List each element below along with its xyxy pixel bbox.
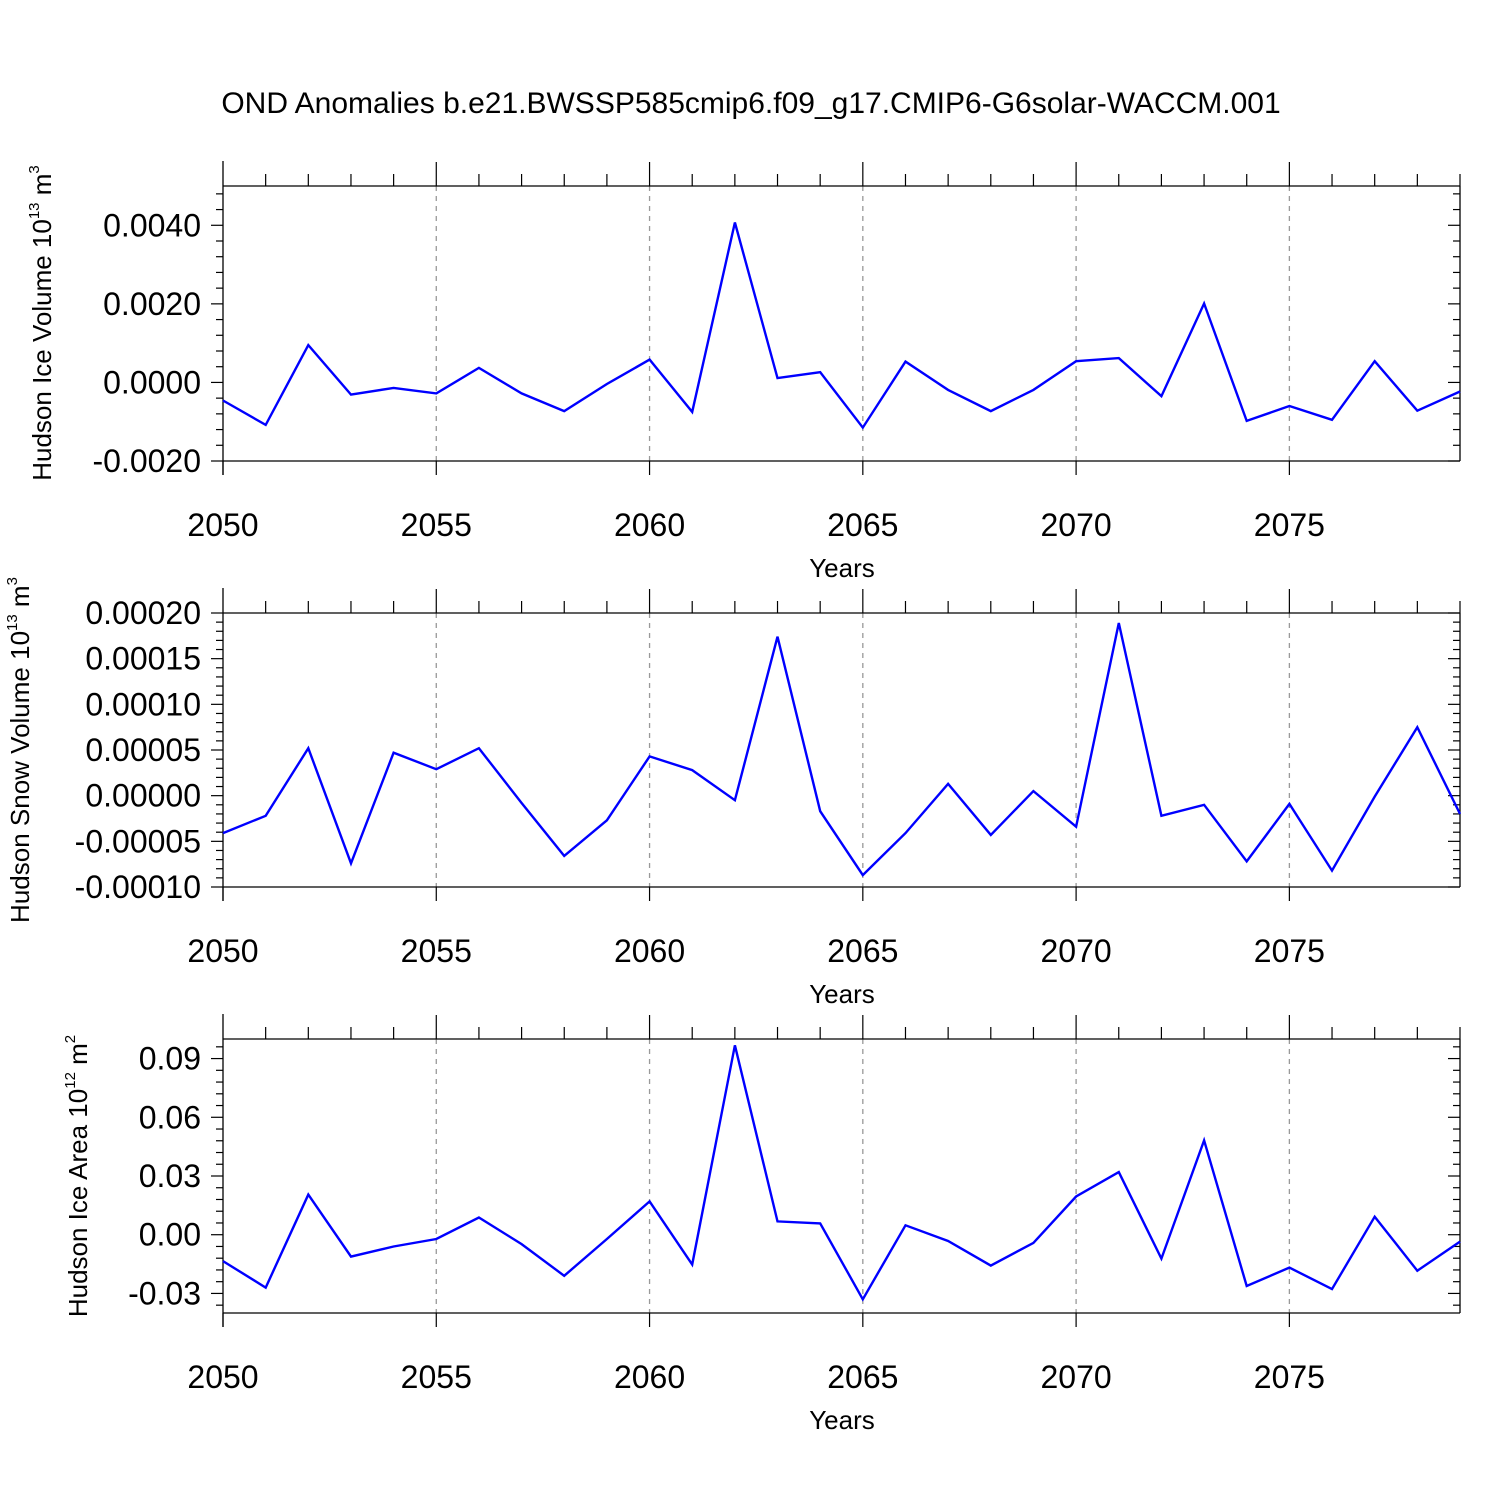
y-axis-label: Hudson Ice Area 1012 m2 — [62, 1035, 93, 1317]
panel-1: 2050 2055 2060 2065 2070 2075 Years -0.0020 0.00… — [26, 161, 1461, 583]
x-tick-label: 2070 — [1041, 507, 1112, 543]
x-tick-label: 2065 — [827, 507, 898, 543]
y-axis-label: Hudson Snow Volume 1013 m3 — [4, 577, 35, 923]
y-tick-label: -0.00005 — [75, 823, 201, 859]
x-axis-label: Years — [809, 1405, 875, 1435]
y-tick-label: 0.00010 — [85, 686, 201, 722]
x-tick-label: 2075 — [1254, 933, 1325, 969]
y-tick-label: 0.09 — [139, 1041, 201, 1077]
y-tick-label: 0.03 — [139, 1158, 201, 1194]
x-tick-label: 2050 — [187, 1359, 258, 1395]
x-tick-label: 2050 — [187, 933, 258, 969]
y-tick-label: 0.00005 — [85, 732, 201, 768]
x-axis-label: Years — [809, 553, 875, 583]
x-tick-label: 2065 — [827, 933, 898, 969]
x-tick-label: 2070 — [1041, 1359, 1112, 1395]
y-tick-label: -0.00010 — [75, 869, 201, 905]
y-tick-label: 0.00 — [139, 1217, 201, 1253]
y-tick-label: 0.0040 — [103, 207, 201, 243]
panels: 2050 2055 2060 2065 2070 2075 Years -0.0020 0.00… — [4, 161, 1462, 1435]
y-tick-label: 0.00020 — [85, 595, 201, 631]
x-tick-label: 2070 — [1041, 933, 1112, 969]
y-tick-label: 0.00015 — [85, 641, 201, 677]
y-tick-label: -0.0020 — [92, 443, 201, 479]
panel-2: 2050 2055 2060 2065 2070 2075 Years -0.00010 -0.… — [4, 577, 1462, 1009]
x-axis-label: Years — [809, 979, 875, 1009]
data-line — [222, 622, 1462, 877]
x-tick-label: 2075 — [1254, 1359, 1325, 1395]
y-tick-label: 0.00000 — [85, 778, 201, 814]
y-tick-label: -0.03 — [128, 1275, 201, 1311]
x-tick-label: 2055 — [401, 507, 472, 543]
y-tick-label: 0.0020 — [103, 286, 201, 322]
x-tick-label: 2060 — [614, 933, 685, 969]
y-tick-label: 0.06 — [139, 1099, 201, 1135]
y-tick-label: 0.0000 — [103, 364, 201, 400]
panel-3: 2050 2055 2060 2065 2070 2075 Years -0.03 0.00 0.… — [62, 1014, 1461, 1435]
x-tick-label: 2065 — [827, 1359, 898, 1395]
figure-title: OND Anomalies b.e21.BWSSP585cmip6.f09_g1… — [221, 87, 1280, 120]
data-line — [222, 222, 1461, 430]
x-tick-label: 2060 — [614, 1359, 685, 1395]
x-tick-label: 2055 — [401, 1359, 472, 1395]
x-tick-label: 2075 — [1254, 507, 1325, 543]
x-tick-label: 2060 — [614, 507, 685, 543]
y-axis-label: Hudson Ice Volume 1013 m3 — [26, 165, 57, 481]
x-tick-label: 2050 — [187, 507, 258, 543]
data-line — [222, 1045, 1461, 1302]
x-tick-label: 2055 — [401, 933, 472, 969]
